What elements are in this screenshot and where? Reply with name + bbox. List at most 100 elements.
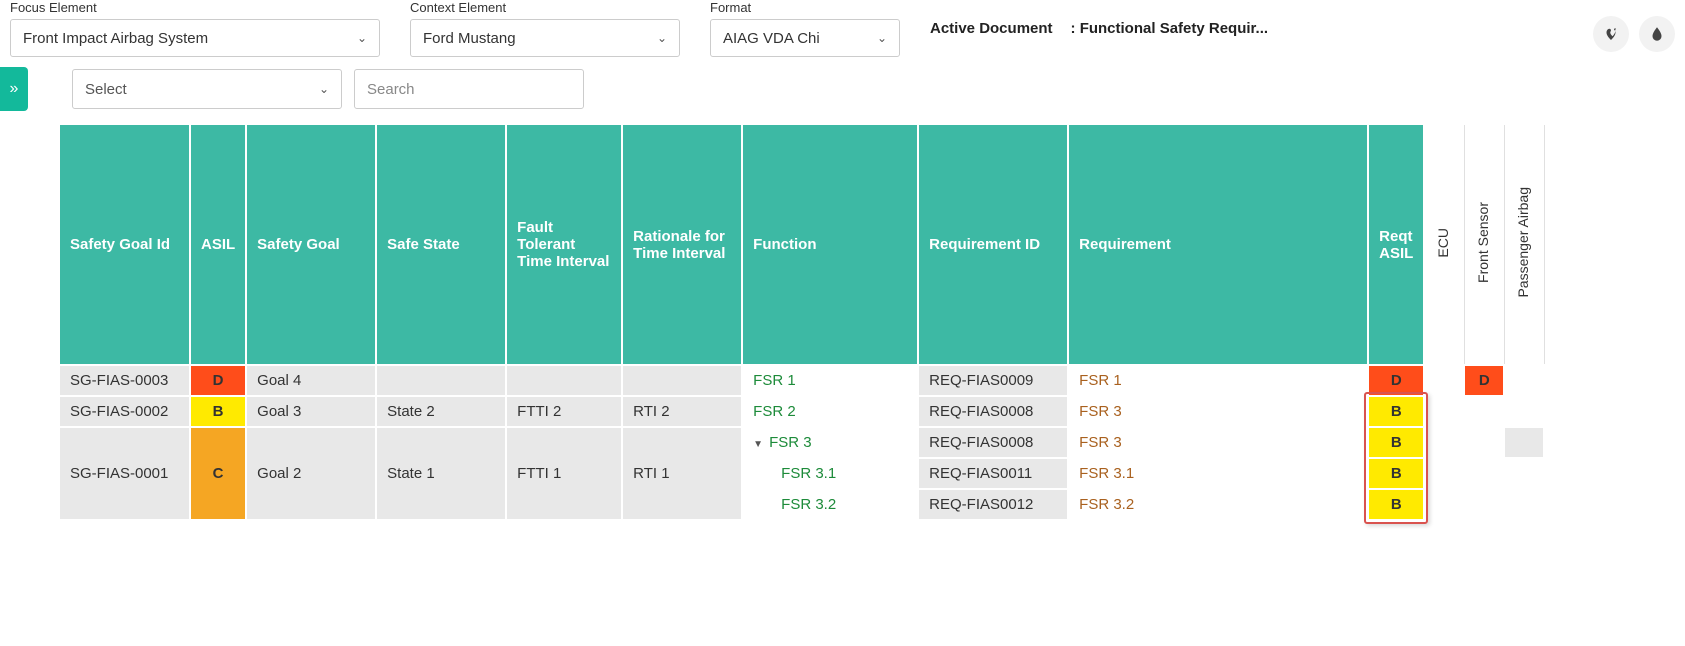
function-link[interactable]: FSR 2	[753, 403, 796, 420]
table-cell[interactable]	[1504, 458, 1544, 489]
chevron-down-icon: ⌄	[657, 31, 667, 45]
requirement-link[interactable]: FSR 3.1	[1079, 465, 1134, 482]
table-cell[interactable]: REQ-FIAS0012	[918, 489, 1068, 520]
table-cell[interactable]	[1504, 489, 1544, 520]
function-link[interactable]: FSR 3	[753, 434, 811, 451]
table-cell[interactable]: Goal 4	[246, 365, 376, 396]
table-cell[interactable]	[1464, 489, 1504, 520]
table-cell[interactable]	[1424, 427, 1464, 458]
chevron-down-icon: ⌄	[319, 82, 329, 96]
table-cell[interactable]: FSR 3.2	[1068, 489, 1368, 520]
function-link[interactable]: FSR 3.1	[753, 465, 836, 482]
focus-element-label: Focus Element	[10, 0, 380, 15]
table-cell[interactable]	[1504, 365, 1544, 396]
table-cell[interactable]	[1464, 458, 1504, 489]
table-cell[interactable]: SG-FIAS-0001	[60, 427, 190, 520]
icon-button-group	[1593, 16, 1675, 52]
function-link[interactable]: FSR 1	[753, 372, 796, 389]
table-cell[interactable]	[1504, 427, 1544, 458]
format-value: AIAG VDA Chi	[723, 30, 820, 47]
table-cell[interactable]: FSR 3.1	[1068, 458, 1368, 489]
table-cell[interactable]: FTTI 2	[506, 396, 622, 427]
col-front-sensor[interactable]: Front Sensor	[1464, 125, 1504, 365]
table-cell[interactable]: D	[190, 365, 246, 396]
requirement-link[interactable]: FSR 3	[1079, 403, 1122, 420]
vine-icon	[1602, 25, 1620, 43]
table-row: SG-FIAS-0002BGoal 3State 2FTTI 2RTI 2FSR…	[60, 396, 1544, 427]
table-cell[interactable]: REQ-FIAS0011	[918, 458, 1068, 489]
format-select[interactable]: AIAG VDA Chi ⌄	[710, 19, 900, 57]
chevron-down-icon: ⌄	[357, 31, 367, 45]
col-function[interactable]: Function	[742, 125, 918, 365]
col-requirement[interactable]: Requirement	[1068, 125, 1368, 365]
col-safety-goal[interactable]: Safety Goal	[246, 125, 376, 365]
table-cell[interactable]: D	[1368, 365, 1424, 396]
toolbar-select[interactable]: Select ⌄	[72, 69, 342, 109]
table-cell[interactable]: State 1	[376, 427, 506, 520]
col-ecu[interactable]: ECU	[1424, 125, 1464, 365]
col-ftti[interactable]: Fault Tolerant Time Interval	[506, 125, 622, 365]
table-cell[interactable]: REQ-FIAS0008	[918, 396, 1068, 427]
table-cell[interactable]: State 2	[376, 396, 506, 427]
table-cell[interactable]: FSR 2	[742, 396, 918, 427]
table-cell[interactable]: D	[1464, 365, 1504, 396]
active-document-label: Active Document	[930, 20, 1053, 37]
table-cell[interactable]	[1504, 396, 1544, 427]
table-cell[interactable]: FSR 3	[1068, 396, 1368, 427]
col-safety-goal-id[interactable]: Safety Goal Id	[60, 125, 190, 365]
table-cell[interactable]: Goal 3	[246, 396, 376, 427]
table-cell[interactable]	[1424, 396, 1464, 427]
requirement-link[interactable]: FSR 3.2	[1079, 496, 1134, 513]
table-cell[interactable]	[1464, 427, 1504, 458]
table-cell[interactable]: C	[190, 427, 246, 520]
requirement-link[interactable]: FSR 1	[1079, 372, 1122, 389]
function-link[interactable]: FSR 3.2	[753, 496, 836, 513]
table-cell[interactable]: SG-FIAS-0003	[60, 365, 190, 396]
table-cell[interactable]: FSR 3.2	[742, 489, 918, 520]
context-element-value: Ford Mustang	[423, 30, 516, 47]
table-cell[interactable]: FSR 1	[1068, 365, 1368, 396]
table-cell[interactable]	[1424, 365, 1464, 396]
table-cell[interactable]: RTI 2	[622, 396, 742, 427]
vine-icon-button[interactable]	[1593, 16, 1629, 52]
table-cell[interactable]	[1464, 396, 1504, 427]
col-requirement-id[interactable]: Requirement ID	[918, 125, 1068, 365]
table-cell[interactable]: B	[1368, 396, 1424, 427]
table-cell[interactable]	[1424, 489, 1464, 520]
table-cell[interactable]	[1424, 458, 1464, 489]
table-cell[interactable]	[506, 365, 622, 396]
table-cell[interactable]: FSR 3	[1068, 427, 1368, 458]
drop-icon-button[interactable]	[1639, 16, 1675, 52]
table-cell[interactable]: FSR 1	[742, 365, 918, 396]
table-cell[interactable]: B	[1368, 489, 1424, 520]
table-cell[interactable]: FTTI 1	[506, 427, 622, 520]
table-cell[interactable]	[622, 365, 742, 396]
toolbar-row: » Select ⌄	[0, 67, 1685, 111]
col-reqt-asil[interactable]: Reqt ASIL	[1368, 125, 1424, 365]
focus-element-select[interactable]: Front Impact Airbag System ⌄	[10, 19, 380, 57]
col-passenger-airbag[interactable]: Passenger Airbag	[1504, 125, 1544, 365]
table-cell[interactable]: FSR 3	[742, 427, 918, 458]
col-rti[interactable]: Rationale for Time Interval	[622, 125, 742, 365]
table-cell[interactable]: RTI 1	[622, 427, 742, 520]
col-asil[interactable]: ASIL	[190, 125, 246, 365]
requirement-link[interactable]: FSR 3	[1079, 434, 1122, 451]
table-cell[interactable]: B	[1368, 427, 1424, 458]
table-cell[interactable]: B	[190, 396, 246, 427]
table-cell[interactable]: REQ-FIAS0008	[918, 427, 1068, 458]
table-cell[interactable]	[376, 365, 506, 396]
format-label: Format	[710, 0, 900, 15]
table-cell[interactable]: Goal 2	[246, 427, 376, 520]
expand-panel-button[interactable]: »	[0, 67, 28, 111]
active-document: Active Document : Functional Safety Requ…	[930, 20, 1268, 37]
table-cell[interactable]: B	[1368, 458, 1424, 489]
table-cell[interactable]: SG-FIAS-0002	[60, 396, 190, 427]
col-safe-state[interactable]: Safe State	[376, 125, 506, 365]
table-cell[interactable]: FSR 3.1	[742, 458, 918, 489]
search-input[interactable]	[354, 69, 584, 109]
top-filter-bar: Focus Element Front Impact Airbag System…	[0, 0, 1685, 67]
toolbar-select-value: Select	[85, 81, 127, 98]
context-element-select[interactable]: Ford Mustang ⌄	[410, 19, 680, 57]
table-cell[interactable]: REQ-FIAS0009	[918, 365, 1068, 396]
table-row: SG-FIAS-0001CGoal 2State 1FTTI 1RTI 1FSR…	[60, 427, 1544, 458]
